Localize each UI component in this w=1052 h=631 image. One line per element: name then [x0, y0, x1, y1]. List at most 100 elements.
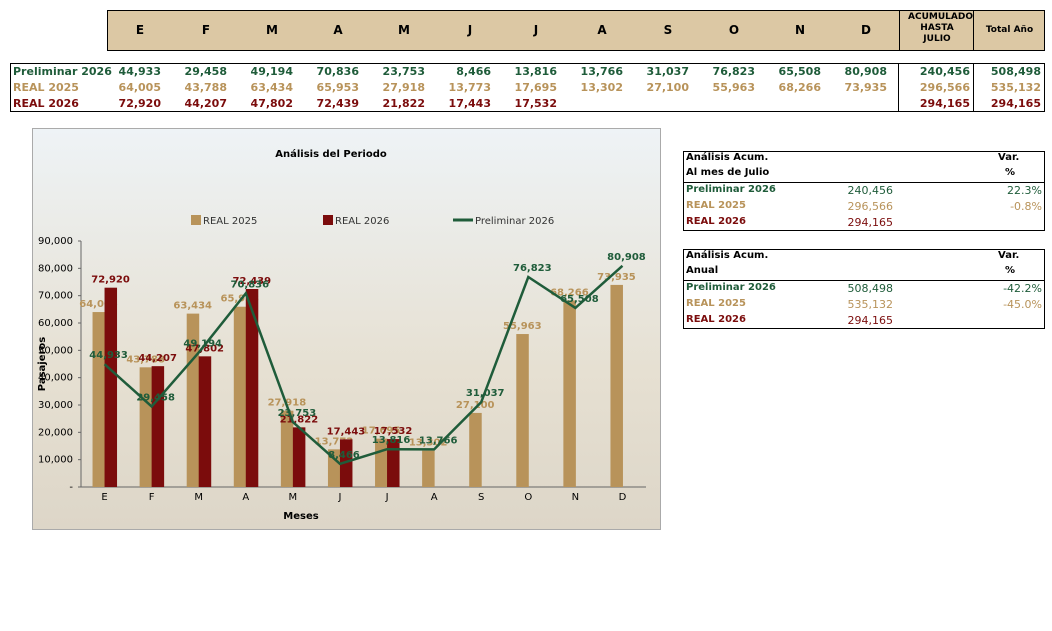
var-unit: % — [1005, 167, 1016, 178]
chart-title: Análisis del Periodo — [275, 148, 387, 160]
data-label: 13,816 — [372, 435, 411, 446]
row-label: REAL 2026 — [686, 314, 746, 325]
bar — [469, 412, 482, 487]
cell: 17,695 — [514, 81, 557, 94]
x-tick-label: M — [194, 492, 203, 503]
x-tick-label: E — [101, 492, 107, 503]
cell: 508,498 — [990, 65, 1041, 78]
y-tick-label: 70,000 — [38, 291, 73, 302]
data-label: 70,836 — [230, 279, 269, 290]
bar — [233, 306, 247, 487]
summary-title: Análisis Acum. — [686, 250, 769, 261]
month-header: M — [398, 23, 410, 37]
cell: 294,165 — [919, 97, 970, 110]
cell: 65,953 — [316, 81, 359, 94]
cell: 22.3% — [1007, 184, 1042, 197]
month-header: M — [266, 23, 278, 37]
legend-label: REAL 2026 — [335, 216, 389, 227]
divider — [898, 63, 899, 112]
data-label: 55,963 — [503, 321, 542, 332]
var-header: Var. — [998, 250, 1020, 261]
cell: 63,434 — [250, 81, 293, 94]
row-label: REAL 2025 — [686, 298, 746, 309]
bar — [280, 410, 294, 487]
cell: -45.0% — [1003, 298, 1042, 311]
y-tick-label: - — [69, 482, 73, 493]
cell: 65,508 — [778, 65, 821, 78]
cell: 8,466 — [456, 65, 491, 78]
cell: 13,766 — [580, 65, 623, 78]
cell: 294,165 — [990, 97, 1041, 110]
legend-swatch — [323, 215, 333, 225]
x-tick-label: F — [149, 492, 155, 503]
cell: 294,165 — [847, 216, 894, 229]
cell: 31,037 — [646, 65, 689, 78]
cell: 72,439 — [316, 97, 359, 110]
month-header: S — [663, 23, 673, 37]
y-tick-label: 90,000 — [38, 236, 73, 247]
summary-subtitle: Anual — [686, 265, 719, 276]
cell: 23,753 — [382, 65, 425, 78]
data-label: 73,935 — [597, 272, 636, 283]
cell: -42.2% — [1003, 282, 1042, 295]
y-tick-label: 30,000 — [38, 400, 73, 411]
cell: 27,100 — [646, 81, 689, 94]
month-header: N — [794, 23, 806, 37]
header-box — [107, 10, 1045, 51]
legend-label: Preliminar 2026 — [475, 216, 554, 227]
data-label: 17,443 — [327, 426, 366, 437]
cell: 76,823 — [712, 65, 755, 78]
data-label: 80,908 — [607, 252, 646, 263]
cell: 27,918 — [382, 81, 425, 94]
bar — [245, 289, 259, 487]
data-label: 31,037 — [466, 388, 505, 399]
var-unit: % — [1005, 265, 1016, 276]
y-tick-label: 60,000 — [38, 318, 73, 329]
data-label: 72,920 — [91, 275, 130, 286]
row-label: REAL 2026 — [13, 97, 79, 110]
chart: Análisis del Periodo Meses Pasajeros - 10,00… — [32, 128, 661, 530]
data-label: 68,266 — [550, 287, 589, 298]
x-tick-label: M — [289, 492, 298, 503]
bar — [387, 439, 400, 487]
month-header: A — [333, 23, 343, 37]
summary-subtitle: Al mes de Julio — [686, 167, 770, 178]
data-label: 29,458 — [136, 392, 175, 403]
cell: 13,816 — [514, 65, 557, 78]
data-label: 47,802 — [185, 343, 224, 354]
data-label: 43,788 — [126, 354, 165, 365]
y-tick-label: 20,000 — [38, 427, 73, 438]
cell: 535,132 — [990, 81, 1041, 94]
cell: 73,935 — [844, 81, 887, 94]
cell: 44,207 — [184, 97, 227, 110]
cell: 49,194 — [250, 65, 293, 78]
bar — [422, 450, 435, 487]
cell: 13,302 — [580, 81, 623, 94]
cell: 508,498 — [847, 282, 894, 295]
cell: 296,566 — [847, 200, 894, 213]
y-axis-label: Pasajeros — [37, 337, 48, 392]
cell: -0.8% — [1010, 200, 1042, 213]
cell: 70,836 — [316, 65, 359, 78]
cell: 296,566 — [919, 81, 970, 94]
cell: 64,005 — [118, 81, 161, 94]
cell: 17,443 — [448, 97, 491, 110]
data-label: 23,753 — [278, 408, 317, 419]
y-tick-label: 40,000 — [38, 373, 73, 384]
cell: 21,822 — [382, 97, 425, 110]
row-label: Preliminar 2026 — [13, 65, 112, 78]
x-tick-label: S — [478, 492, 484, 503]
bar — [563, 300, 576, 487]
data-label: 13,302 — [409, 438, 448, 449]
x-tick-label: A — [242, 492, 249, 503]
data-label: 13,773 — [315, 436, 354, 447]
data-label: 27,100 — [456, 400, 495, 411]
y-tick-label: 80,000 — [38, 263, 73, 274]
data-box — [10, 63, 1045, 112]
cell: 80,908 — [844, 65, 887, 78]
cell: 240,456 — [847, 184, 894, 197]
bar — [151, 366, 165, 487]
x-tick-label: J — [337, 492, 341, 503]
x-tick-label: N — [572, 492, 579, 503]
y-tick-label: 10,000 — [38, 455, 73, 466]
